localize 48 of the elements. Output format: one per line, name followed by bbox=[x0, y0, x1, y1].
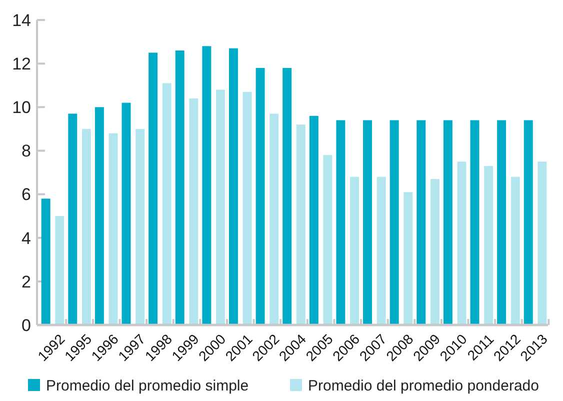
bar bbox=[216, 90, 225, 325]
bar bbox=[404, 192, 413, 325]
y-tick-label: 6 bbox=[22, 185, 31, 204]
bar bbox=[68, 114, 78, 325]
bar bbox=[242, 92, 252, 325]
bar bbox=[94, 107, 104, 325]
bar bbox=[416, 120, 426, 325]
bar bbox=[122, 102, 131, 325]
bar bbox=[323, 155, 332, 325]
bar bbox=[41, 198, 50, 325]
legend-label: Promedio del promedio ponderado bbox=[308, 377, 539, 394]
bar bbox=[162, 83, 172, 325]
bar bbox=[309, 116, 318, 325]
y-tick-label: 8 bbox=[22, 142, 31, 161]
bar bbox=[390, 120, 399, 325]
y-tick-label: 12 bbox=[12, 54, 31, 74]
y-tick-label: 4 bbox=[22, 228, 31, 248]
bar bbox=[430, 179, 440, 325]
bar bbox=[148, 52, 158, 325]
bar bbox=[175, 50, 184, 325]
legend-label: Promedio del promedio simple bbox=[46, 377, 249, 394]
bar bbox=[82, 128, 91, 325]
bar bbox=[363, 120, 372, 325]
bar bbox=[282, 68, 292, 325]
bar bbox=[510, 176, 520, 325]
bar bbox=[484, 166, 494, 325]
bar bbox=[108, 133, 118, 325]
bar bbox=[524, 120, 533, 325]
bar bbox=[376, 176, 386, 325]
bar bbox=[55, 216, 64, 325]
bar bbox=[470, 120, 480, 325]
y-tick-label: 0 bbox=[22, 316, 31, 335]
y-tick-label: 2 bbox=[22, 272, 31, 292]
bar bbox=[350, 176, 360, 325]
bar bbox=[256, 68, 265, 325]
bar bbox=[189, 98, 198, 325]
bar bbox=[228, 48, 238, 325]
y-tick-label: 10 bbox=[12, 98, 31, 118]
bar bbox=[296, 124, 306, 325]
bar bbox=[457, 162, 466, 325]
bar bbox=[136, 128, 145, 325]
bar bbox=[538, 162, 547, 325]
bar bbox=[270, 114, 279, 325]
bar bbox=[443, 120, 452, 325]
bar bbox=[497, 120, 506, 325]
y-tick-label: 14 bbox=[12, 10, 31, 30]
bar bbox=[336, 120, 346, 325]
bar bbox=[202, 46, 212, 325]
